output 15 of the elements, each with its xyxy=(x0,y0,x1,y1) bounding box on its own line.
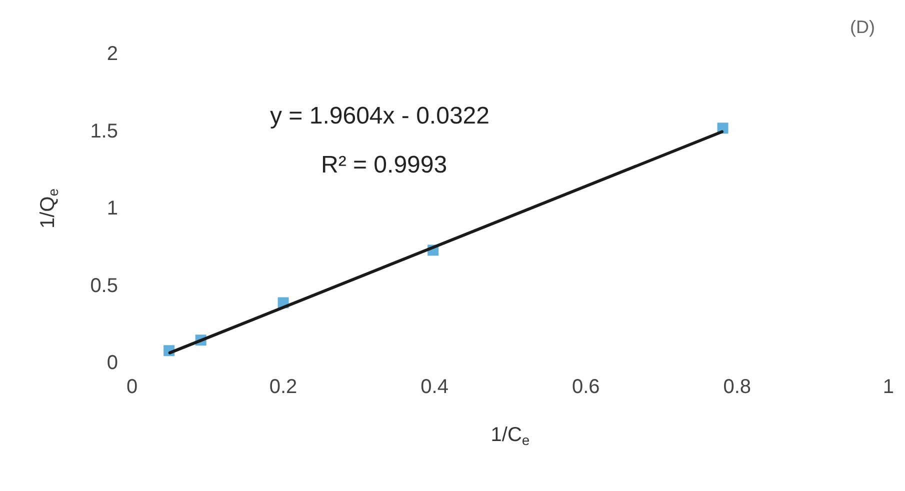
x-tick-label: 0.2 xyxy=(269,376,298,398)
y-axis-title: 1/Qe xyxy=(37,188,61,229)
y-tick-label: 0.5 xyxy=(90,274,118,297)
x-tick-label: 1 xyxy=(882,376,894,398)
y-tick-label: 1 xyxy=(106,198,118,220)
y-tick-label: 1.5 xyxy=(90,120,118,142)
y-tick-label: 2 xyxy=(106,43,118,65)
x-tick-label: 0.6 xyxy=(572,376,600,398)
x-tick-label: 0.4 xyxy=(420,376,448,398)
x-tick-label: 0 xyxy=(126,376,138,398)
y-tick-label: 0 xyxy=(106,352,118,374)
x-tick-label: 0.8 xyxy=(723,376,752,398)
annotation: R² = 0.9993 xyxy=(321,152,448,178)
text: (D) xyxy=(850,17,876,37)
annotation: y = 1.9604x - 0.0322 xyxy=(270,102,490,130)
